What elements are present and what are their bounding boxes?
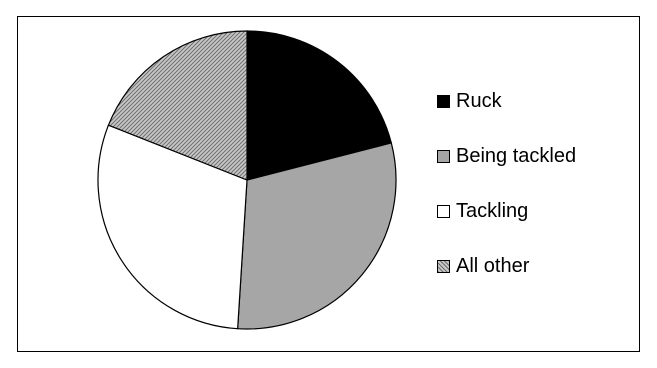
legend-item-ruck: Ruck (437, 88, 502, 114)
legend-swatch-being-tackled (437, 149, 450, 163)
legend-item-being-tackled: Being tackled (437, 143, 576, 169)
legend-label-all-other: All other (456, 255, 530, 277)
legend-label-being-tackled: Being tackled (456, 145, 577, 167)
legend-label-ruck: Ruck (456, 90, 502, 112)
pie-slice-all-other (107, 30, 248, 181)
legend-swatch-all-other (437, 259, 450, 273)
legend-swatch-ruck (437, 94, 450, 108)
legend-item-all-other: All other (437, 253, 529, 279)
pie-slice-tackling (97, 124, 248, 330)
legend-item-tackling: Tackling (437, 198, 528, 224)
pie-slices (97, 30, 397, 330)
pie-slice-ruck (246, 30, 393, 181)
legend-swatch-tackling (437, 204, 450, 218)
legend-label-tackling: Tackling (456, 200, 529, 222)
pie-slice-being-tackled (237, 142, 397, 330)
